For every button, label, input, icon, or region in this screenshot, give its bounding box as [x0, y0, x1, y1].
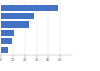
Bar	[1, 47, 8, 53]
Bar	[1, 21, 29, 28]
Bar	[1, 5, 58, 11]
Bar	[1, 13, 34, 19]
Bar	[1, 38, 12, 45]
Bar	[1, 30, 14, 36]
